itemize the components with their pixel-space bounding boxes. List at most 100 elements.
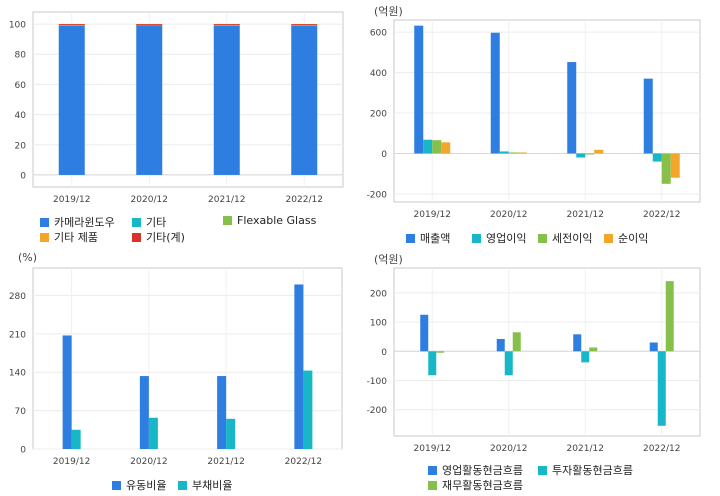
y-tick-label: 400 bbox=[370, 69, 387, 79]
legend-item-investing-cf: 투자활동현금흐름 bbox=[538, 462, 633, 478]
x-tick-label: 2021/12 bbox=[208, 195, 245, 205]
y-tick-label: 200 bbox=[370, 110, 387, 120]
legend-swatch bbox=[428, 480, 437, 490]
bar bbox=[657, 351, 666, 426]
unit-label: (억원) bbox=[374, 5, 403, 18]
x-tick-label: 2019/12 bbox=[53, 195, 90, 205]
bar bbox=[71, 429, 81, 449]
bar bbox=[508, 152, 518, 154]
legend-label: Flexable Glass bbox=[237, 214, 317, 227]
bar bbox=[303, 370, 313, 449]
legend-label: 유동비율 bbox=[126, 479, 167, 492]
bar bbox=[428, 351, 437, 376]
legend-item-financing-cf: 재무활동현금흐름 bbox=[428, 477, 523, 493]
x-tick-label: 2019/12 bbox=[414, 210, 451, 220]
bar bbox=[420, 314, 429, 352]
y-tick-label: 0 bbox=[20, 171, 26, 181]
bar bbox=[291, 25, 318, 175]
legend-item-current-ratio: 유동비율 bbox=[112, 477, 166, 493]
legend-swatch bbox=[406, 233, 415, 243]
chart-panel-product-mix: 0 20 40 60 80 100 2019/12 2020/12 2021/12 2022/12… bbox=[0, 0, 360, 248]
chart-panel-ratios: (%) 0 70 140 210 280 2019/12 2020/12 2021/12 202… bbox=[0, 248, 360, 496]
legend-label: 영업이익 bbox=[486, 232, 527, 245]
y-tick-label: 280 bbox=[9, 292, 26, 302]
bar bbox=[291, 25, 318, 27]
legend-swatch bbox=[112, 480, 121, 490]
legend-label: 영업활동현금흐름 bbox=[442, 464, 523, 477]
bar bbox=[423, 139, 433, 154]
bar bbox=[589, 347, 598, 352]
chart-svg-product-mix: 0 20 40 60 80 100 2019/12 2020/12 2021/12 2022/12 bbox=[9, 11, 344, 205]
bar bbox=[441, 142, 451, 154]
legend-item-other-total: 기타(계) bbox=[132, 229, 185, 245]
bar bbox=[581, 351, 590, 363]
chart-svg-cashflow: -200 -100 0 100 200 2019/12 2020/12 2021/12 2022… bbox=[367, 267, 701, 454]
chart-panel-cashflow: (억원) -200 -100 0 100 200 2019/12 2020/12 2021/1… bbox=[360, 248, 720, 496]
legend-item-net-profit: 순이익 bbox=[604, 230, 648, 246]
bar bbox=[496, 338, 505, 352]
legend-label: 기타(계) bbox=[146, 231, 185, 244]
bar bbox=[58, 24, 85, 25]
legend-swatch bbox=[132, 217, 141, 227]
bar bbox=[432, 140, 442, 154]
bar bbox=[567, 62, 577, 154]
x-tick-label: 2019/12 bbox=[414, 444, 451, 454]
bar bbox=[665, 281, 674, 352]
legend-swatch bbox=[538, 465, 547, 475]
y-tick-label: 40 bbox=[15, 111, 27, 121]
plot-area bbox=[393, 19, 701, 203]
bar bbox=[585, 153, 595, 155]
bar bbox=[291, 24, 318, 25]
y-tick-label: -200 bbox=[367, 190, 388, 200]
bar bbox=[294, 284, 304, 449]
bar bbox=[670, 153, 680, 178]
bar bbox=[62, 335, 72, 449]
legend-label: 카메라윈도우 bbox=[54, 216, 115, 229]
legend-item-revenue: 매출액 bbox=[406, 230, 450, 246]
bar bbox=[213, 24, 240, 25]
unit-label: (%) bbox=[18, 251, 38, 264]
bar bbox=[213, 25, 240, 175]
legend-label: 기타 제품 bbox=[54, 231, 98, 244]
bar bbox=[414, 25, 424, 154]
bar bbox=[649, 342, 658, 352]
legend-label: 세전이익 bbox=[552, 232, 593, 245]
bar bbox=[490, 32, 500, 154]
bar bbox=[517, 152, 527, 154]
legend-swatch bbox=[538, 233, 547, 243]
bar bbox=[136, 24, 163, 26]
x-tick-label: 2019/12 bbox=[53, 457, 90, 467]
y-tick-label: 70 bbox=[15, 407, 27, 417]
bar bbox=[512, 332, 521, 352]
bar bbox=[136, 25, 163, 175]
legend-label: 투자활동현금흐름 bbox=[552, 464, 633, 477]
legend-item-operating-profit: 영업이익 bbox=[472, 230, 526, 246]
plot-area bbox=[393, 267, 701, 437]
legend-label: 기타 bbox=[146, 216, 167, 229]
legend-label: 부채비율 bbox=[192, 479, 233, 492]
bar bbox=[148, 417, 158, 449]
y-tick-label: 100 bbox=[370, 319, 387, 329]
y-tick-label: 0 bbox=[20, 446, 26, 456]
x-tick-label: 2021/12 bbox=[567, 444, 604, 454]
bar bbox=[139, 376, 149, 449]
y-tick-label: 600 bbox=[370, 29, 387, 39]
y-tick-label: 0 bbox=[381, 348, 387, 358]
x-tick-label: 2021/12 bbox=[207, 457, 244, 467]
x-tick-label: 2020/12 bbox=[130, 457, 167, 467]
legend-swatch bbox=[40, 217, 49, 227]
x-tick-label: 2022/12 bbox=[643, 444, 680, 454]
legend-item-flexable-glass: Flexable Glass bbox=[223, 214, 316, 227]
x-tick-label: 2021/12 bbox=[567, 210, 604, 220]
x-tick-label: 2020/12 bbox=[131, 195, 168, 205]
legend-swatch bbox=[40, 232, 49, 242]
legend-swatch bbox=[132, 232, 141, 242]
bar bbox=[594, 149, 604, 154]
bar bbox=[226, 418, 236, 449]
bar bbox=[436, 351, 445, 353]
y-tick-label: 200 bbox=[370, 289, 387, 299]
legend-item-debt-ratio: 부채비율 bbox=[178, 477, 232, 493]
y-tick-label: -200 bbox=[367, 406, 388, 416]
y-tick-label: -100 bbox=[367, 377, 388, 387]
legend-item-other-products: 기타 제품 bbox=[40, 229, 98, 245]
